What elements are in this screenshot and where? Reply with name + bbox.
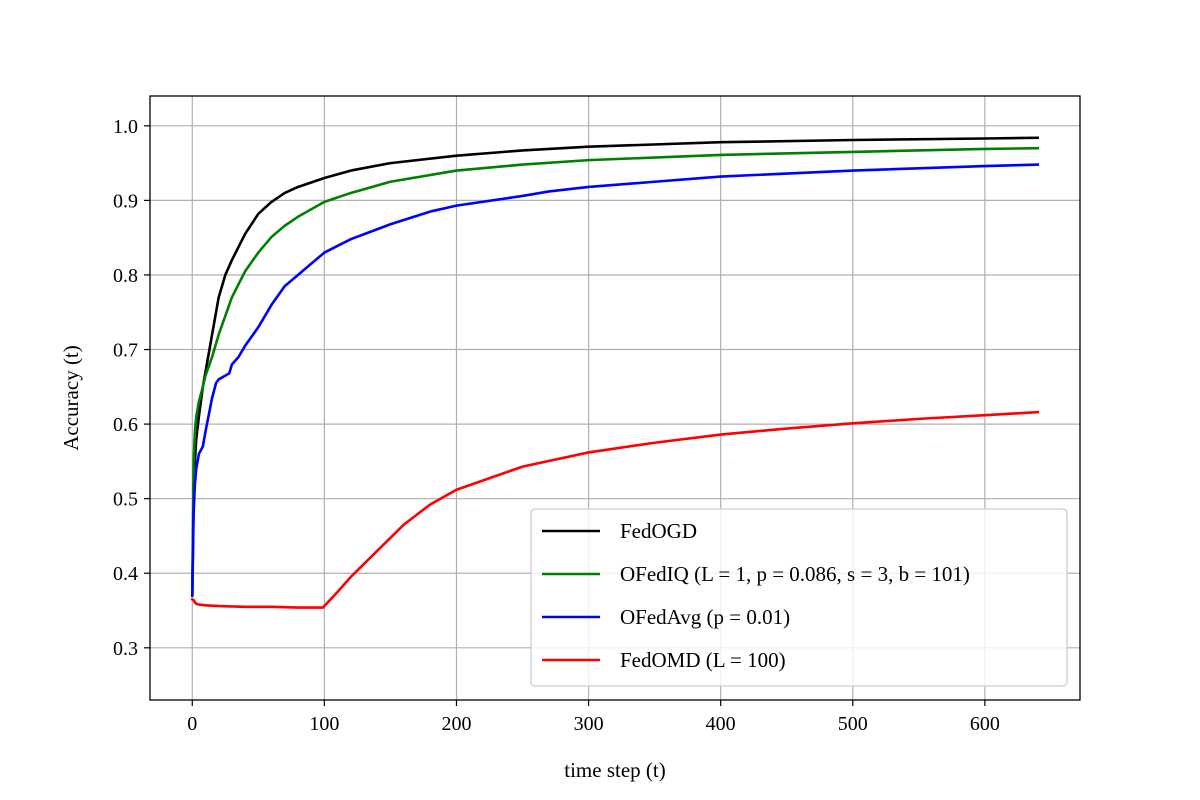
series-lines (190, 136, 1040, 609)
x-tick-label: 100 (309, 713, 339, 735)
plot-frame (149, 95, 1081, 701)
series-line-3 (190, 410, 1040, 609)
grid (150, 96, 1080, 700)
axis-ticks: 0 100 200 300 400 500 600 0.3 0.4 0.5 0.6 0.7 0.8 0.9… (113, 116, 1000, 735)
y-tick-label: 0.7 (113, 340, 138, 362)
legend-label-1: OFedIQ (L = 1, p = 0.086, s = 3, b = 101… (620, 562, 970, 586)
x-tick-label: 600 (970, 713, 1000, 735)
x-tick-label: 0 (187, 713, 197, 735)
legend-label-3: FedOMD (L = 100) (620, 648, 786, 672)
y-tick-label: 0.4 (113, 563, 138, 585)
legend-box (530, 508, 1068, 687)
y-axis-label: Accuracy (t) (59, 345, 83, 451)
x-tick-label: 400 (706, 713, 736, 735)
x-tick-label: 200 (441, 713, 471, 735)
series-line-2 (190, 163, 1040, 597)
series-line-1 (190, 146, 1040, 597)
legend-label-0: FedOGD (620, 519, 697, 543)
legend-label-2: OFedAvg (p = 0.01) (620, 605, 790, 629)
y-tick-label: 1.0 (113, 116, 138, 138)
x-axis-label: time step (t) (564, 758, 665, 782)
legend: FedOGD OFedIQ (L = 1, p = 0.086, s = 3, b… (530, 508, 1068, 687)
series-line-0 (190, 136, 1040, 597)
y-tick-label: 0.9 (113, 190, 138, 212)
y-tick-label: 0.5 (113, 489, 138, 511)
x-tick-label: 300 (574, 713, 604, 735)
y-tick-label: 0.3 (113, 638, 138, 660)
x-tick-label: 500 (838, 713, 868, 735)
y-tick-label: 0.6 (113, 414, 138, 436)
y-tick-label: 0.8 (113, 265, 138, 287)
